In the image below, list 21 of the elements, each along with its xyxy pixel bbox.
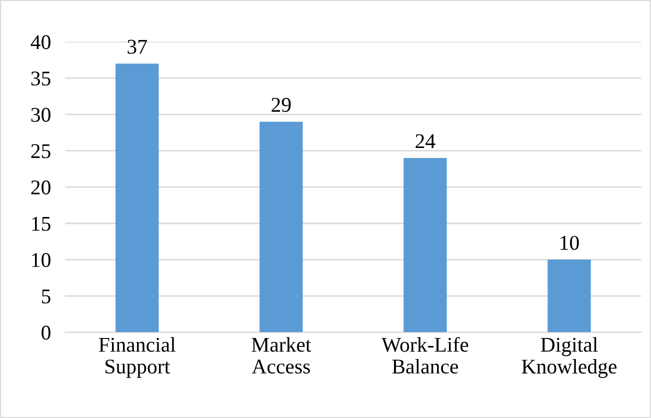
y-tick-label: 30 <box>31 108 50 122</box>
y-tick-label: 40 <box>30 35 50 50</box>
y-tick-label: 10 <box>32 253 50 268</box>
bar <box>404 158 447 332</box>
bar <box>548 260 591 332</box>
data-label: 10 <box>560 236 579 250</box>
y-tick-label: 35 <box>31 72 50 86</box>
y-tick-label: 20 <box>31 180 50 194</box>
data-label: 24 <box>416 134 436 148</box>
bar <box>260 122 303 332</box>
y-tick-label: 25 <box>31 144 50 158</box>
y-tick-label: 15 <box>32 216 50 231</box>
data-label: 29 <box>272 98 291 112</box>
y-tick-label: 5 <box>42 290 50 304</box>
x-tick-label: Market Access <box>252 337 312 374</box>
x-tick-label: Financial Support <box>98 337 176 378</box>
y-tick-label: 0 <box>42 326 50 340</box>
x-tick-label: Work-Life Balance <box>382 336 468 374</box>
x-tick-label: Digital Knowledge <box>522 337 617 378</box>
data-label: 37 <box>128 40 147 54</box>
bar <box>116 64 159 332</box>
